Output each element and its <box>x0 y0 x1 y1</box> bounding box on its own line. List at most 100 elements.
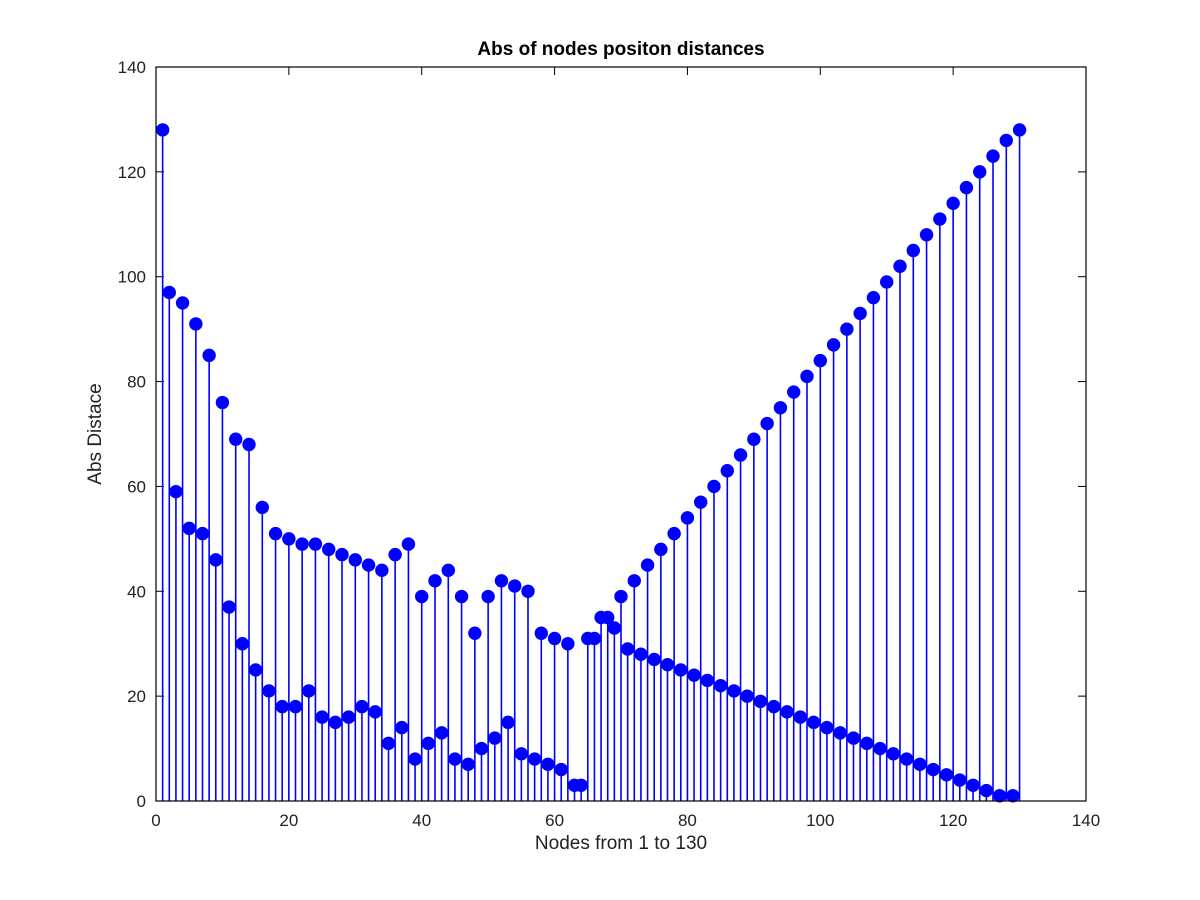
stem-marker <box>202 348 216 363</box>
stem-marker <box>747 432 761 446</box>
stem-marker <box>787 385 801 399</box>
stem-marker <box>361 558 376 572</box>
stem-marker <box>959 180 974 195</box>
stem-marker <box>627 574 641 588</box>
x-tick-label: 0 <box>151 811 160 830</box>
y-tick-label: 80 <box>127 373 146 392</box>
stem-marker <box>866 290 881 305</box>
stem-marker <box>720 464 734 478</box>
stem-marker <box>899 752 914 766</box>
stem-marker <box>727 684 741 698</box>
stem-marker <box>421 736 436 751</box>
stem-marker <box>295 537 309 551</box>
stem-marker <box>209 553 223 567</box>
stem-marker <box>680 511 695 525</box>
stem-marker <box>182 521 196 536</box>
stem-marker <box>348 553 362 567</box>
stem-marker <box>886 747 901 761</box>
x-tick-label: 40 <box>412 811 431 830</box>
stem-series <box>155 123 1027 803</box>
stem-marker <box>527 752 542 766</box>
stem-marker <box>155 123 170 137</box>
stem-marker <box>913 757 927 771</box>
stem-marker <box>554 762 568 777</box>
stem-marker <box>169 484 183 499</box>
stem-marker <box>826 338 841 352</box>
stem-marker <box>780 705 794 719</box>
chart-title: Abs of nodes positon distances <box>477 39 764 60</box>
stem-marker <box>508 579 522 593</box>
stem-marker <box>302 684 316 698</box>
stem-marker <box>474 741 489 756</box>
stem-marker <box>733 448 748 462</box>
stem-marker <box>973 165 987 179</box>
stem-marker <box>242 437 256 452</box>
stem-marker <box>773 401 788 415</box>
stem-marker <box>262 684 276 698</box>
stem-marker <box>275 699 289 714</box>
stem-marker <box>767 699 781 714</box>
stem-marker <box>547 631 562 646</box>
y-tick-label: 0 <box>137 792 146 811</box>
stem-marker <box>694 495 708 509</box>
stem-marker <box>282 532 296 546</box>
y-tick-label: 60 <box>127 477 146 496</box>
stem-marker <box>674 663 688 677</box>
stem-marker <box>415 589 429 604</box>
y-tick-label: 40 <box>127 582 146 601</box>
stem-marker <box>521 584 535 598</box>
stem-marker <box>667 526 681 541</box>
stem-marker <box>322 542 336 557</box>
y-tick-label: 20 <box>127 687 146 706</box>
stem-marker <box>880 275 894 289</box>
stem-marker <box>687 668 701 682</box>
x-tick-label: 80 <box>678 811 697 830</box>
stem-marker <box>840 322 854 336</box>
stem-marker <box>268 526 283 541</box>
stem-marker <box>335 547 349 562</box>
stem-marker <box>162 285 176 300</box>
stem-marker <box>601 610 615 625</box>
stem-marker <box>195 526 210 541</box>
stem-marker <box>441 563 455 578</box>
plot-frame <box>155 66 1087 802</box>
stem-marker <box>189 317 203 331</box>
stem-marker <box>401 537 416 551</box>
stem-marker <box>388 547 402 562</box>
stem-marker <box>760 416 774 431</box>
stem-marker <box>315 710 329 724</box>
stem-marker <box>534 626 548 640</box>
stem-marker <box>395 720 409 735</box>
stem-marker <box>806 715 821 730</box>
stem-marker <box>919 228 934 242</box>
stem-marker <box>381 736 396 751</box>
stem-marker <box>408 752 422 766</box>
stem-marker <box>979 783 994 798</box>
stem-marker <box>620 642 635 656</box>
stem-marker <box>853 306 867 321</box>
stem-marker <box>308 537 323 551</box>
stem-marker <box>800 369 814 384</box>
stem-marker <box>428 574 442 588</box>
stem-marker <box>820 720 834 735</box>
stem-marker <box>640 558 655 572</box>
stem-marker <box>873 741 887 756</box>
stem-marker <box>953 773 967 787</box>
stem-marker <box>587 631 602 646</box>
x-tick-label: 140 <box>1072 811 1100 830</box>
stem-marker <box>328 715 343 730</box>
stem-marker <box>574 778 588 792</box>
stem-marker <box>288 699 303 714</box>
stem-marker <box>846 731 861 745</box>
stem-marker <box>222 600 236 614</box>
stem-marker <box>215 395 230 410</box>
stem-marker <box>986 149 1000 163</box>
stem-marker <box>229 432 243 446</box>
stem-marker <box>707 479 721 494</box>
stem-marker <box>833 726 847 740</box>
stem-marker <box>793 710 808 724</box>
stem-marker <box>514 747 529 761</box>
stem-marker <box>713 678 728 693</box>
stem-marker <box>893 259 907 273</box>
